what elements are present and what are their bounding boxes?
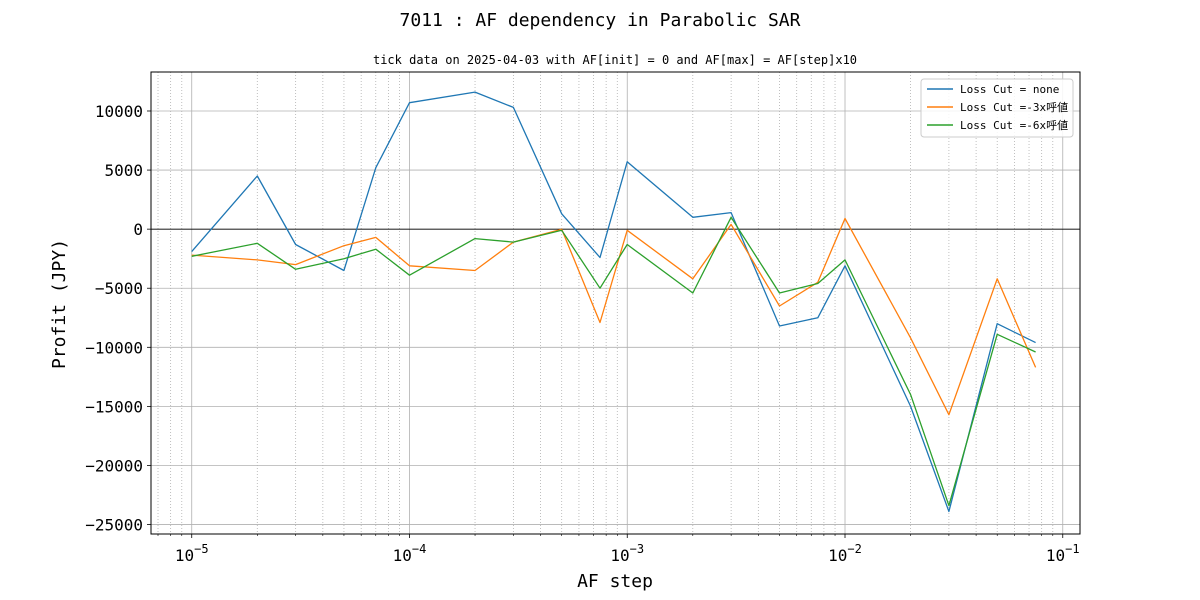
x-tick-label: 10−2 [828,542,862,565]
x-tick-label: 10−5 [175,542,209,565]
plot-frame [150,71,1081,535]
legend-entry: Loss Cut =-6x呼値 [960,119,1068,132]
y-tick-label: −25000 [85,516,143,535]
x-axis: 10−5 10−4 10−3 10−2 10−1 [157,534,1080,565]
y-axis: 10000 5000 0 −5000 −10000 −15000 −20000 −25000 [85,102,151,535]
y-tick-label: −10000 [85,338,143,357]
y-tick-label: −20000 [85,456,143,475]
series-line [191,217,1037,416]
x-tick-label: 10−3 [610,542,644,565]
legend-entry: Loss Cut =-3x呼値 [960,101,1068,114]
x-tick-label: 10−4 [393,542,427,565]
y-tick-label: 10000 [95,102,143,121]
series-layer [191,91,1037,513]
y-tick-label: 5000 [104,161,143,180]
legend: Loss Cut = none Loss Cut =-3x呼値 Loss Cut =… [920,78,1074,138]
series-line [191,216,1036,507]
chart-subtitle: tick data on 2025-04-03 with AF[init] = … [373,53,857,67]
x-tick-label: 10−1 [1046,542,1080,565]
grid-layer [151,72,1080,534]
series-line [191,91,1036,513]
legend-entry: Loss Cut = none [960,83,1059,96]
y-tick-label: 0 [133,220,143,239]
y-tick-label: −5000 [95,279,143,298]
chart-title: 7011 : AF dependency in Parabolic SAR [400,10,801,31]
y-tick-label: −15000 [85,397,143,416]
x-axis-label: AF step [577,571,653,592]
legend-box [920,78,1074,138]
y-axis-label: Profit (JPY) [49,239,70,369]
